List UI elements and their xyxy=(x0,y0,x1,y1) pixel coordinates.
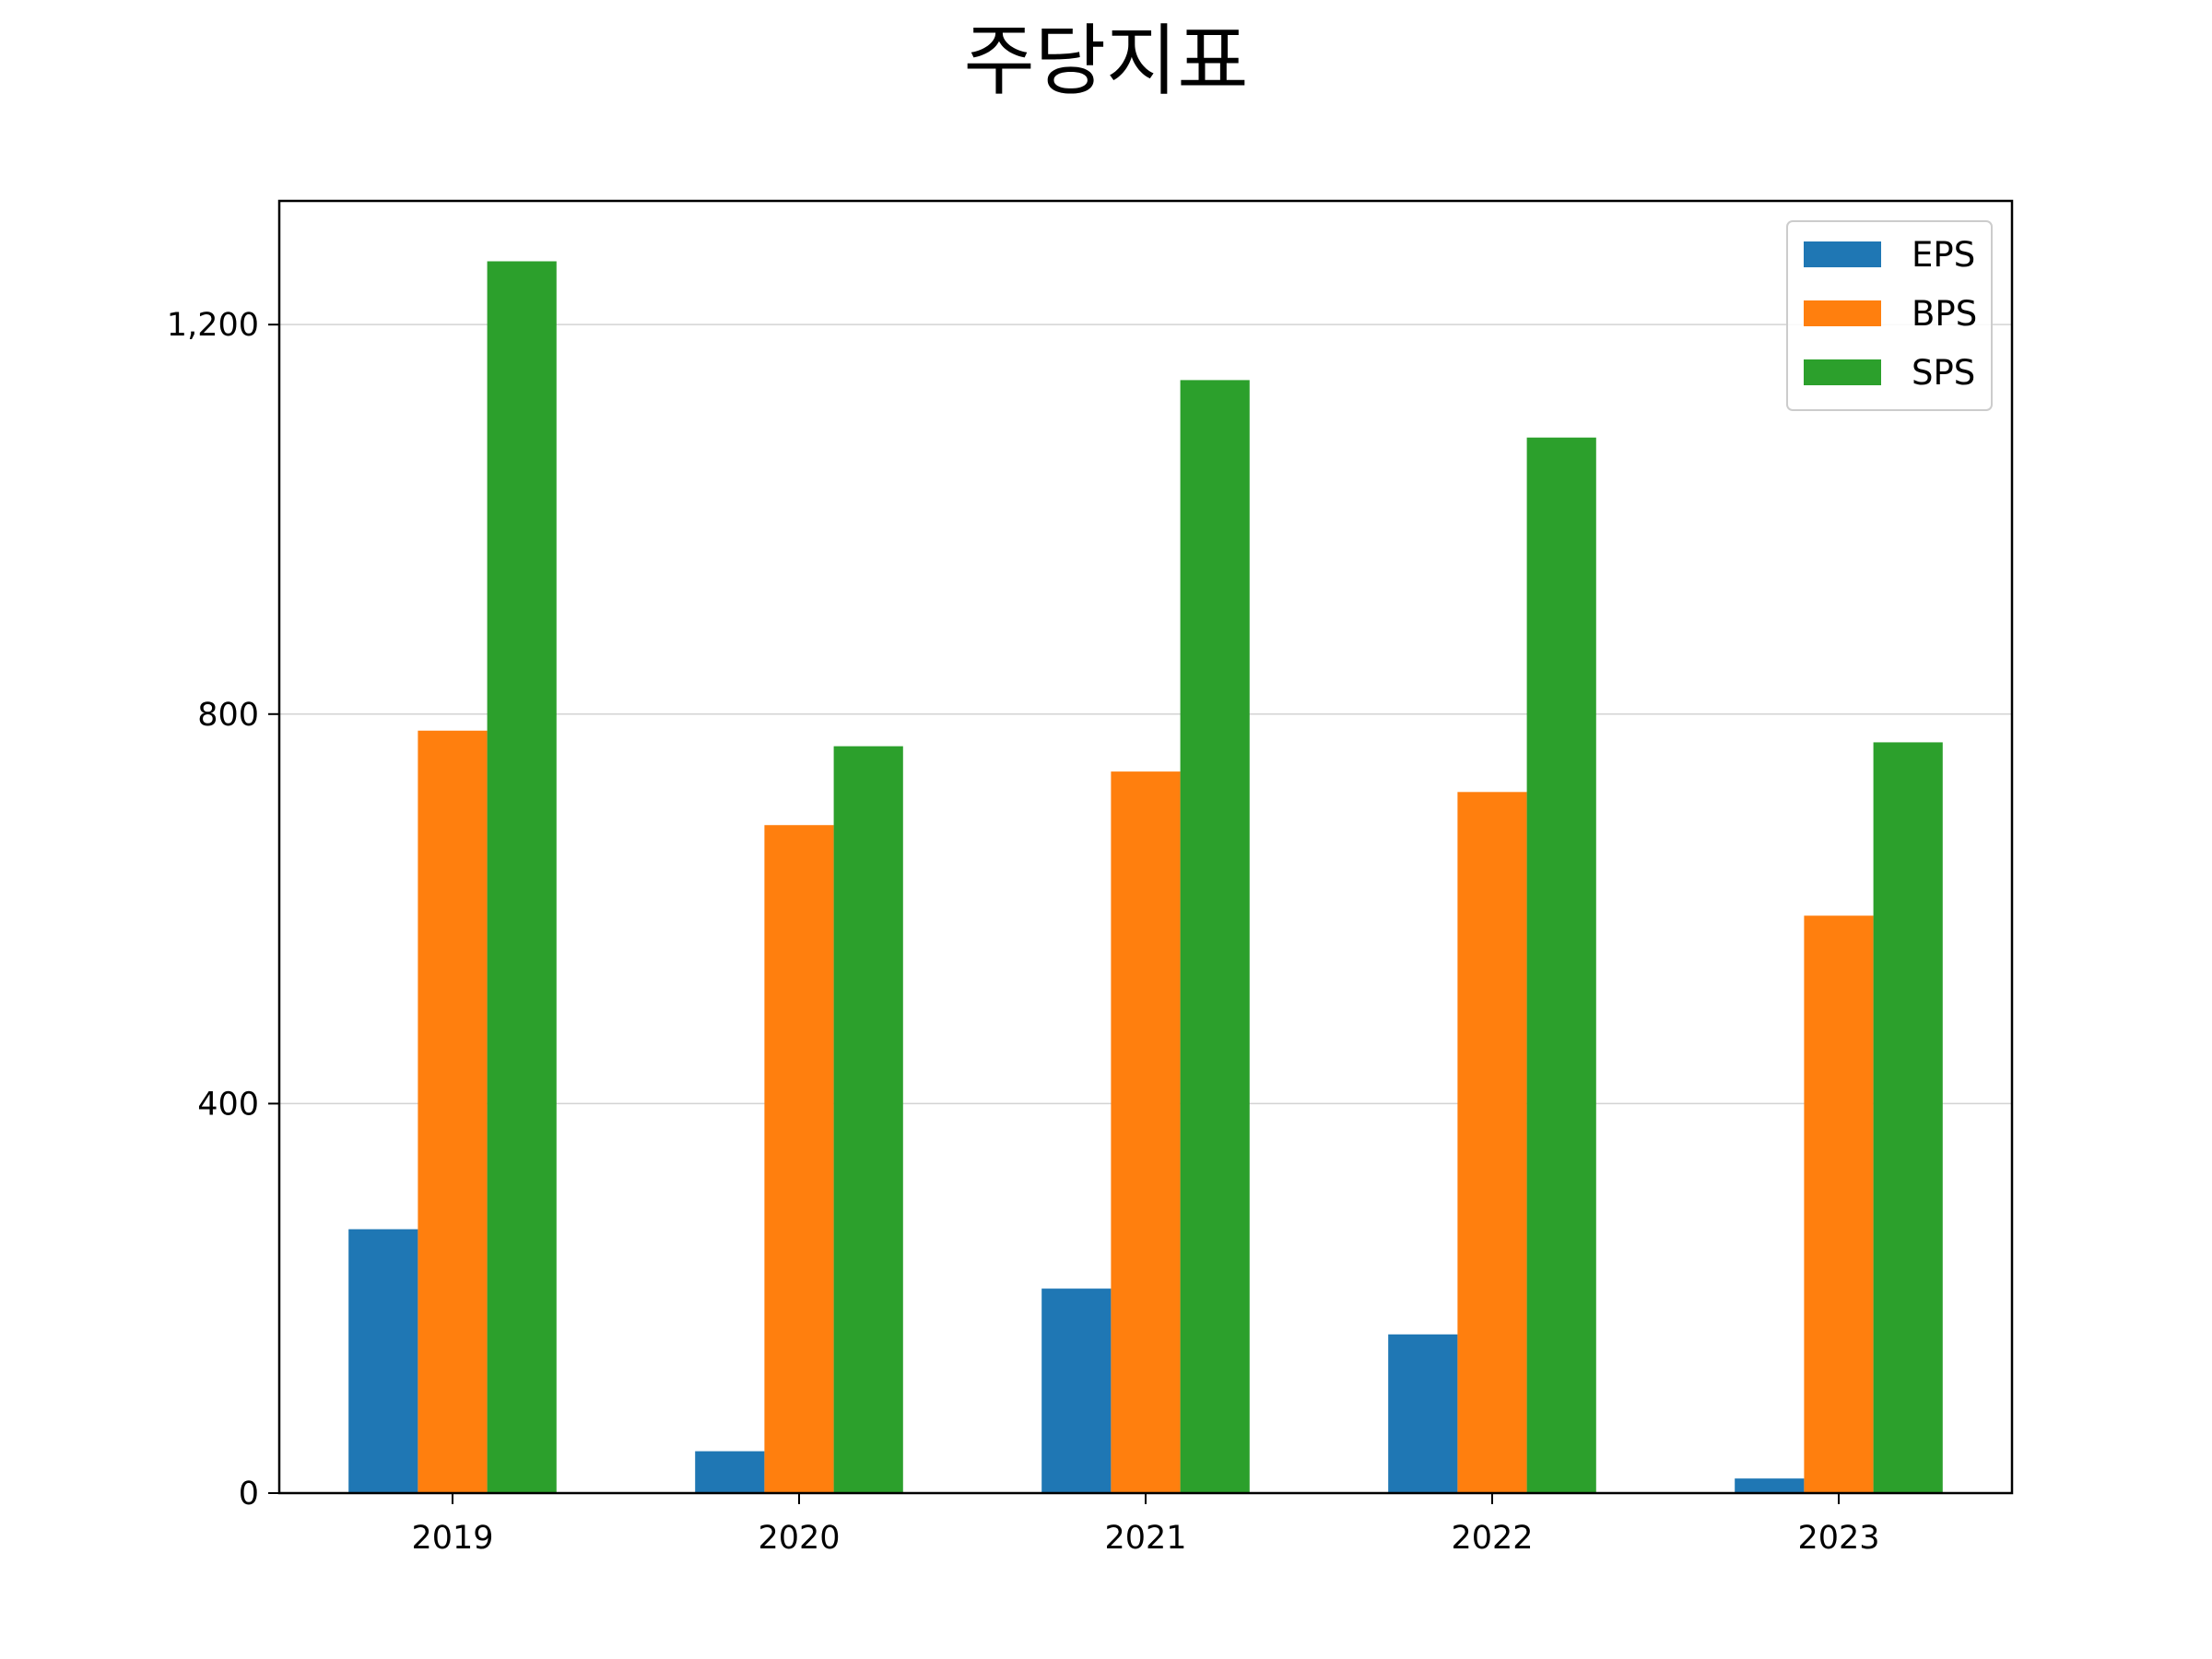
x-tick-label-0: 2019 xyxy=(411,1520,493,1557)
bars xyxy=(348,261,1943,1493)
bar-bps-2019 xyxy=(418,730,488,1493)
bar-bps-2020 xyxy=(764,825,834,1493)
bar-eps-2023 xyxy=(1735,1478,1805,1493)
chart-title: 주당지표 xyxy=(963,16,1248,106)
legend-label-bps: BPS xyxy=(1912,294,1977,334)
x-tick-label-2: 2021 xyxy=(1104,1520,1186,1557)
bar-eps-2022 xyxy=(1388,1334,1458,1493)
legend-label-eps: EPS xyxy=(1912,235,1975,275)
bar-eps-2019 xyxy=(348,1229,418,1493)
x-tick-label-3: 2022 xyxy=(1451,1520,1533,1557)
bar-eps-2021 xyxy=(1041,1288,1112,1493)
legend-label-sps: SPS xyxy=(1912,353,1975,393)
bar-sps-2023 xyxy=(1873,742,1943,1493)
x-tick-label-1: 2020 xyxy=(758,1520,840,1557)
bar-bps-2021 xyxy=(1111,771,1181,1493)
y-tick-label-0: 0 xyxy=(239,1476,259,1512)
y-axis: 0 400 800 1,200 xyxy=(167,307,279,1512)
bar-sps-2020 xyxy=(833,746,903,1493)
x-tick-label-4: 2023 xyxy=(1797,1520,1879,1557)
y-tick-label-3: 1,200 xyxy=(167,307,259,344)
legend-swatch-bps xyxy=(1804,300,1881,326)
legend-swatch-eps xyxy=(1804,241,1881,267)
bar-sps-2022 xyxy=(1526,437,1596,1493)
bar-sps-2021 xyxy=(1180,380,1250,1493)
bar-bps-2023 xyxy=(1804,915,1874,1493)
bar-sps-2019 xyxy=(487,261,557,1493)
y-tick-label-2: 800 xyxy=(197,697,259,734)
legend-swatch-sps xyxy=(1804,359,1881,385)
legend: EPS BPS SPS xyxy=(1786,220,1993,411)
bar-eps-2020 xyxy=(695,1451,765,1493)
x-axis: 2019 2020 2021 2022 2023 xyxy=(411,1493,1880,1557)
y-tick-label-1: 400 xyxy=(197,1086,259,1123)
bar-bps-2022 xyxy=(1457,792,1527,1493)
